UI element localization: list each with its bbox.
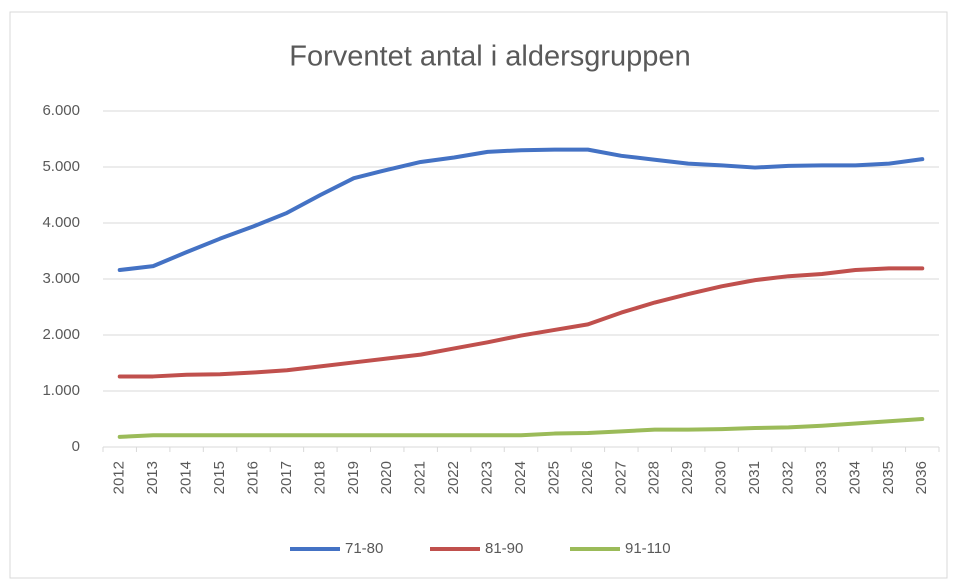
legend-label: 91-110 xyxy=(625,540,671,557)
series-line xyxy=(117,266,925,379)
x-tick-label: 2025 xyxy=(545,461,562,494)
x-tick-label: 2031 xyxy=(746,461,763,494)
x-tick-label: 2016 xyxy=(244,461,261,494)
x-tick-label: 2018 xyxy=(311,461,328,494)
x-tick-label: 2030 xyxy=(713,461,730,494)
x-tick-label: 2028 xyxy=(646,461,663,494)
x-tick-label: 2029 xyxy=(679,461,696,494)
y-tick-label: 6.000 xyxy=(42,102,80,119)
y-tick-label: 4.000 xyxy=(42,214,80,231)
x-tick-label: 2021 xyxy=(412,461,429,494)
chart-title: Forventet antal i aldersgruppen xyxy=(289,41,690,73)
x-tick-label: 2024 xyxy=(512,461,529,494)
x-tick-label: 2035 xyxy=(880,461,897,494)
x-tick-label: 2014 xyxy=(178,461,195,494)
x-tick-label: 2020 xyxy=(378,461,395,494)
x-tick-label: 2012 xyxy=(111,461,128,494)
x-tick-label: 2023 xyxy=(479,461,496,494)
legend-label: 71-80 xyxy=(345,540,383,557)
x-tick-label: 2033 xyxy=(813,461,830,494)
y-tick-label: 1.000 xyxy=(42,382,80,399)
y-tick-label: 2.000 xyxy=(42,326,80,343)
chart-frame xyxy=(9,11,948,579)
y-tick-label: 3.000 xyxy=(42,270,80,287)
x-tick-label: 2022 xyxy=(445,461,462,494)
y-tick-label: 0 xyxy=(72,438,80,455)
x-tick-label: 2019 xyxy=(345,461,362,494)
legend-label: 81-90 xyxy=(485,540,523,557)
x-tick-label: 2017 xyxy=(278,461,295,494)
x-tick-label: 2026 xyxy=(579,461,596,494)
series-line xyxy=(117,147,925,273)
series-line xyxy=(117,417,925,439)
x-tick-label: 2015 xyxy=(211,461,228,494)
x-tick-label: 2036 xyxy=(913,461,930,494)
y-tick-label: 5.000 xyxy=(42,158,80,175)
x-tick-label: 2013 xyxy=(144,461,161,494)
x-tick-label: 2034 xyxy=(846,461,863,494)
x-tick-label: 2027 xyxy=(612,461,629,494)
x-tick-label: 2032 xyxy=(779,461,796,494)
